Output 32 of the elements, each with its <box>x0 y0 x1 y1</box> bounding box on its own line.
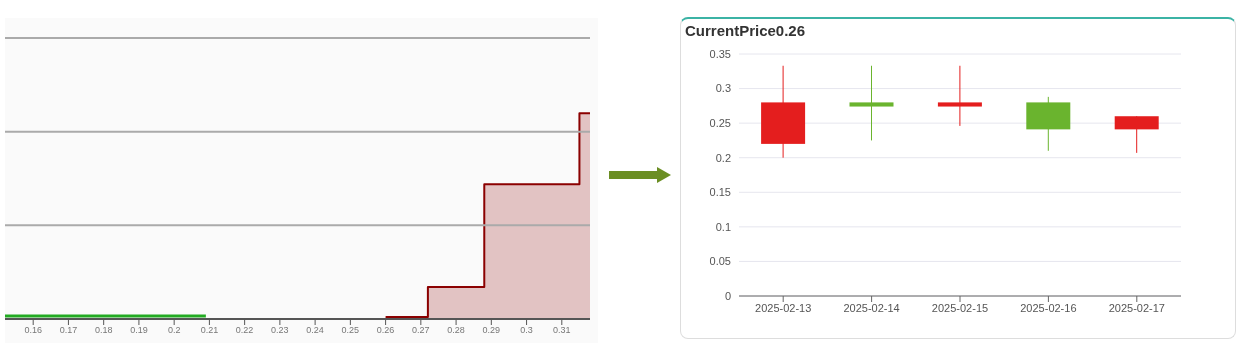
candlestick <box>849 65 894 141</box>
x-tick-label: 0.2 <box>167 325 181 336</box>
x-tick-label: 0.29 <box>482 325 501 336</box>
x-tick-label: 0.17 <box>59 325 78 336</box>
x-tick-label: 2025-02-14 <box>843 301 900 314</box>
y-tick-label: 0.2 <box>715 151 731 164</box>
x-tick-label: 0.31 <box>553 325 571 336</box>
y-tick-label: 0.05 <box>709 255 731 268</box>
x-tick-label: 2025-02-16 <box>1020 301 1077 314</box>
x-tick-label: 0.16 <box>24 325 42 336</box>
x-tick-label: 2025-02-17 <box>1108 301 1165 314</box>
x-tick-label: 0.26 <box>376 325 395 336</box>
y-tick-label: 0 <box>724 289 731 302</box>
candlestick <box>937 65 982 127</box>
x-tick-label: 0.27 <box>412 325 430 336</box>
x-tick-label: 0.19 <box>130 325 148 336</box>
y-tick-label: 0.1 <box>715 220 731 233</box>
x-tick-label: 0.24 <box>306 325 324 336</box>
x-tick-label: 2025-02-13 <box>755 301 812 314</box>
y-tick-label: 0.3 <box>715 82 731 95</box>
x-tick-label: 0.23 <box>271 325 289 336</box>
x-tick-label: 0.3 <box>520 325 533 336</box>
y-tick-label: 0.35 <box>709 47 731 60</box>
x-tick-label: 0.18 <box>94 325 113 336</box>
x-tick-label: 2025-02-15 <box>931 301 989 314</box>
x-tick-label: 0.22 <box>235 325 254 336</box>
x-tick-label: 0.25 <box>341 325 360 336</box>
chart-title: CurrentPrice0.26 <box>684 21 807 41</box>
y-tick-label: 0.25 <box>709 117 731 130</box>
x-tick-label: 0.28 <box>447 325 465 336</box>
x-tick-label: 0.21 <box>200 325 219 336</box>
y-tick-label: 0.15 <box>709 186 731 199</box>
